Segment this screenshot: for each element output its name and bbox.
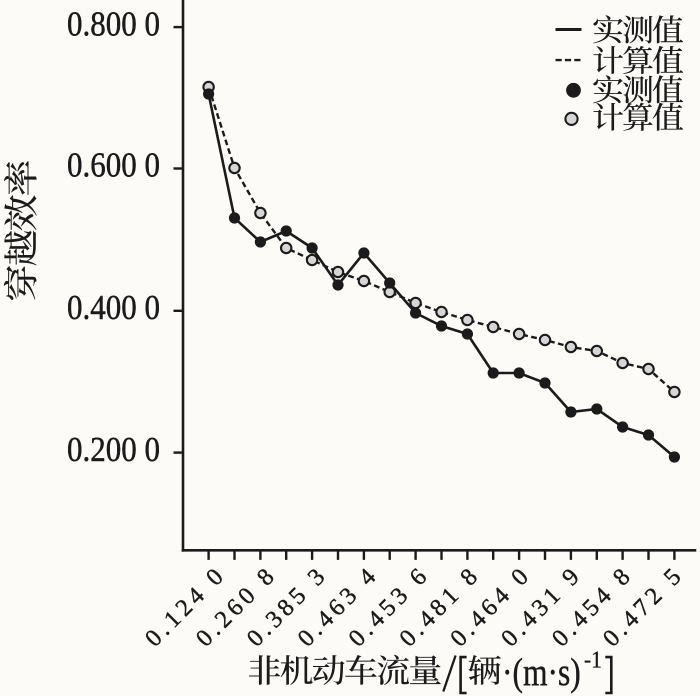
svg-text:0.800 0: 0.800 0 (67, 6, 160, 44)
svg-text:0.400 0: 0.400 0 (67, 289, 160, 327)
svg-text:0.600 0: 0.600 0 (67, 147, 160, 185)
svg-text:0.200 0: 0.200 0 (67, 431, 160, 469)
svg-text:-1: -1 (584, 645, 602, 673)
svg-text:·(m·s): ·(m·s) (502, 650, 581, 694)
